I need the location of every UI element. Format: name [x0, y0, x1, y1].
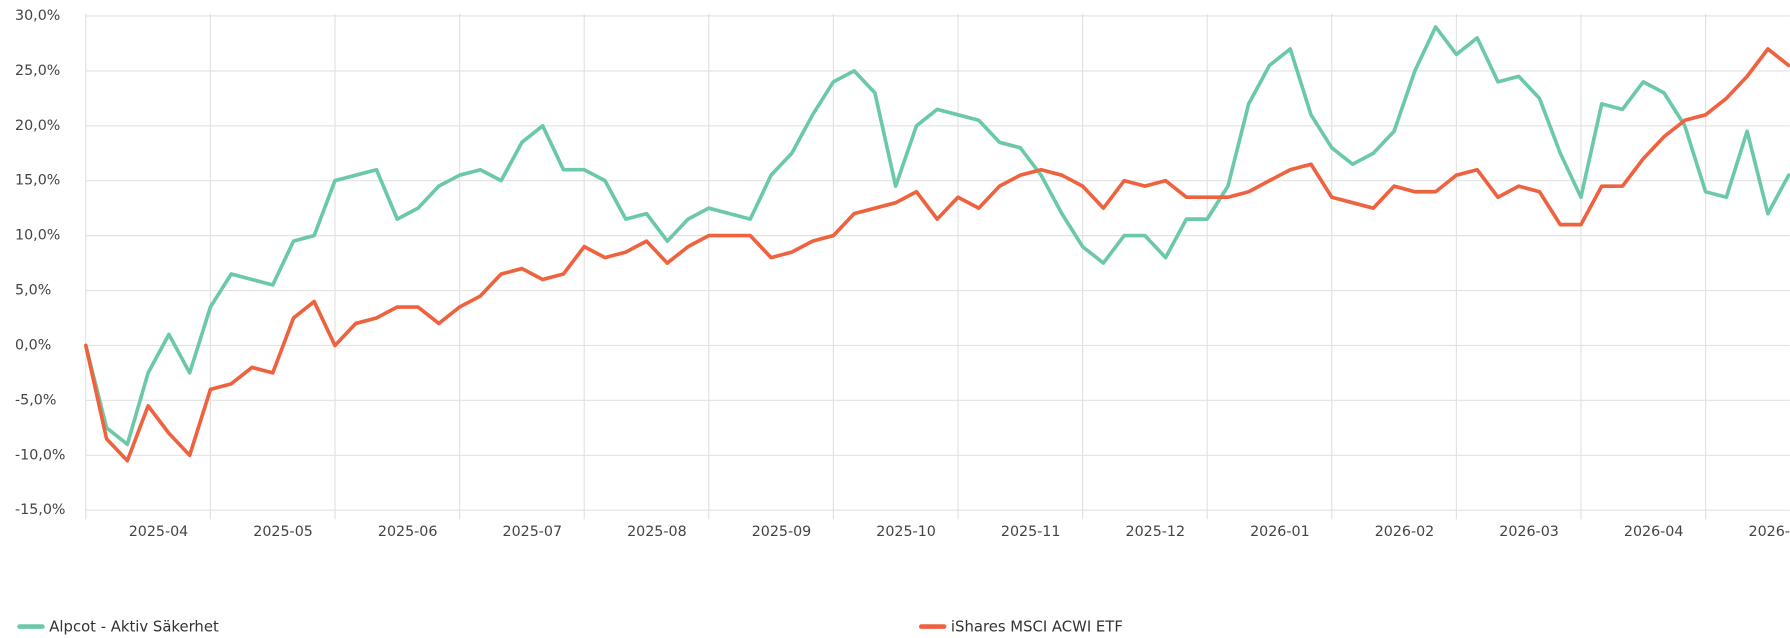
x-tick-label: 2026-03: [1499, 524, 1559, 540]
legend-label: Alpcot - Aktiv Säkerhet: [49, 619, 219, 636]
x-tick-label: 2025-12: [1126, 524, 1186, 540]
x-tick-label: 2025-10: [876, 524, 936, 540]
x-tick-label: 2025-06: [378, 524, 438, 540]
x-tick-label: 2025-08: [627, 524, 687, 540]
legend-label: iShares MSCI ACWI ETF: [951, 619, 1123, 636]
y-tick-label: 5,0%: [15, 283, 51, 299]
legend-swatch: [918, 624, 947, 629]
y-tick-label: -5,0%: [15, 392, 56, 408]
x-tick-label: 2026-04: [1624, 524, 1684, 540]
y-tick-label: 25,0%: [15, 63, 60, 79]
x-tick-label: 2025-11: [1001, 524, 1061, 540]
x-tick-label: 2025-05: [253, 524, 313, 540]
series-line: [83, 25, 1790, 447]
y-tick-label: 20,0%: [15, 118, 60, 134]
x-tick-label: 2026-01: [1250, 524, 1310, 540]
y-tick-label: -15,0%: [15, 502, 65, 518]
x-tick-label: 2025-07: [503, 524, 563, 540]
x-tick-label: 2025-09: [752, 524, 812, 540]
y-tick-label: 30,0%: [15, 8, 60, 24]
series-line: [83, 47, 1790, 463]
legend-swatch: [17, 624, 45, 629]
y-tick-label: 0,0%: [15, 337, 51, 353]
x-tick-label: 2026-05: [1748, 524, 1790, 540]
y-tick-label: -10,0%: [15, 447, 65, 463]
y-tick-label: 10,0%: [15, 228, 60, 244]
y-tick-label: 15,0%: [15, 173, 60, 189]
x-tick-label: 2025-04: [129, 524, 189, 540]
x-tick-label: 2026-02: [1375, 524, 1435, 540]
